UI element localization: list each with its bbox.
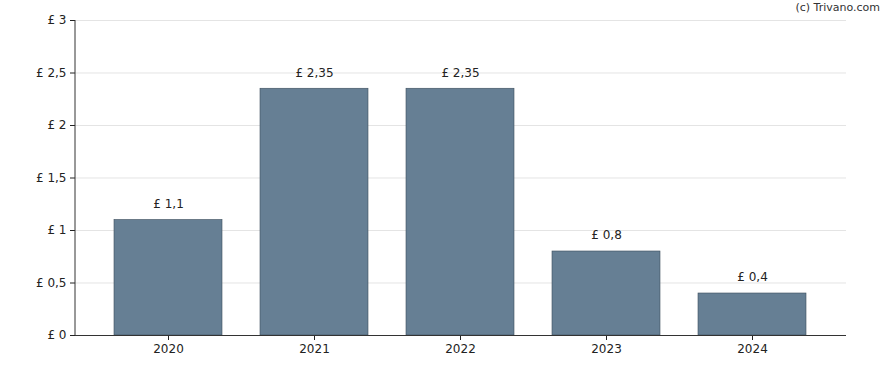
svg-text:2021: 2021 <box>299 342 330 356</box>
svg-text:£ 3: £ 3 <box>47 13 66 27</box>
svg-text:£ 0,4: £ 0,4 <box>737 270 768 284</box>
svg-text:2024: 2024 <box>737 342 768 356</box>
svg-text:£ 0: £ 0 <box>47 328 66 342</box>
svg-text:2020: 2020 <box>153 342 184 356</box>
svg-text:£ 0,5: £ 0,5 <box>36 276 67 290</box>
svg-text:£ 2: £ 2 <box>47 118 66 132</box>
svg-text:£ 0,8: £ 0,8 <box>591 228 622 242</box>
svg-text:£ 1,1: £ 1,1 <box>153 197 184 211</box>
svg-text:2022: 2022 <box>445 342 476 356</box>
svg-text:2023: 2023 <box>591 342 622 356</box>
svg-text:£ 2,35: £ 2,35 <box>295 66 333 80</box>
svg-text:£ 2,5: £ 2,5 <box>36 66 67 80</box>
svg-text:£ 2,35: £ 2,35 <box>441 66 479 80</box>
html-text:(c) Trivano.com: (c) Trivano.com <box>795 1 880 14</box>
svg-text:£ 1: £ 1 <box>47 223 66 237</box>
svg-text:£ 1,5: £ 1,5 <box>36 171 67 185</box>
